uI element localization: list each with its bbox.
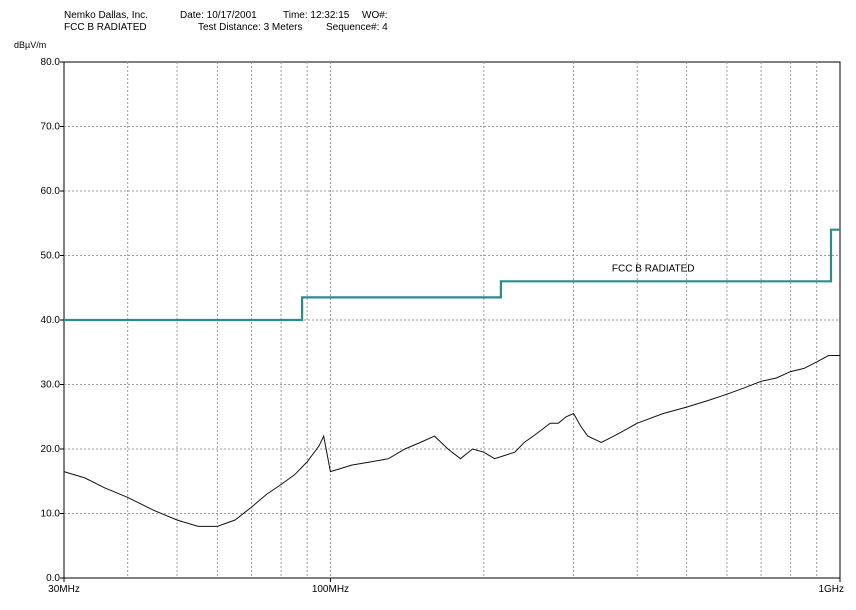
y-tick-label: 30.0 — [41, 380, 61, 391]
y-tick-label: 80.0 — [41, 57, 61, 68]
measurement-trace — [63, 355, 840, 527]
header-sequence: Sequence#: 4 — [326, 22, 388, 33]
y-tick-label: 70.0 — [41, 122, 61, 133]
x-tick-label: 100MHz — [312, 584, 349, 595]
header-company: Nemko Dallas, Inc. — [64, 10, 148, 21]
x-tick-label: 1GHz — [818, 584, 844, 595]
y-tick-label: 50.0 — [41, 251, 61, 262]
limit-line — [64, 228, 840, 322]
header-time: Time: 12:32:15 — [283, 10, 350, 21]
x-tick-label: 30MHz — [48, 584, 80, 595]
y-tick-label: 10.0 — [41, 509, 61, 520]
limit-annotation: FCC B RADIATED — [612, 264, 695, 275]
header-test-name: FCC B RADIATED — [64, 22, 147, 33]
header-wo: WO#: — [362, 10, 388, 21]
y-axis-label: dBµV/m — [14, 40, 46, 50]
y-tick-label: 20.0 — [41, 444, 61, 455]
header-distance: Test Distance: 3 Meters — [198, 22, 303, 33]
y-tick-label: 60.0 — [41, 186, 61, 197]
header-date: Date: 10/17/2001 — [180, 10, 257, 21]
y-tick-label: 0.0 — [46, 573, 60, 584]
y-tick-label: 40.0 — [41, 315, 61, 326]
